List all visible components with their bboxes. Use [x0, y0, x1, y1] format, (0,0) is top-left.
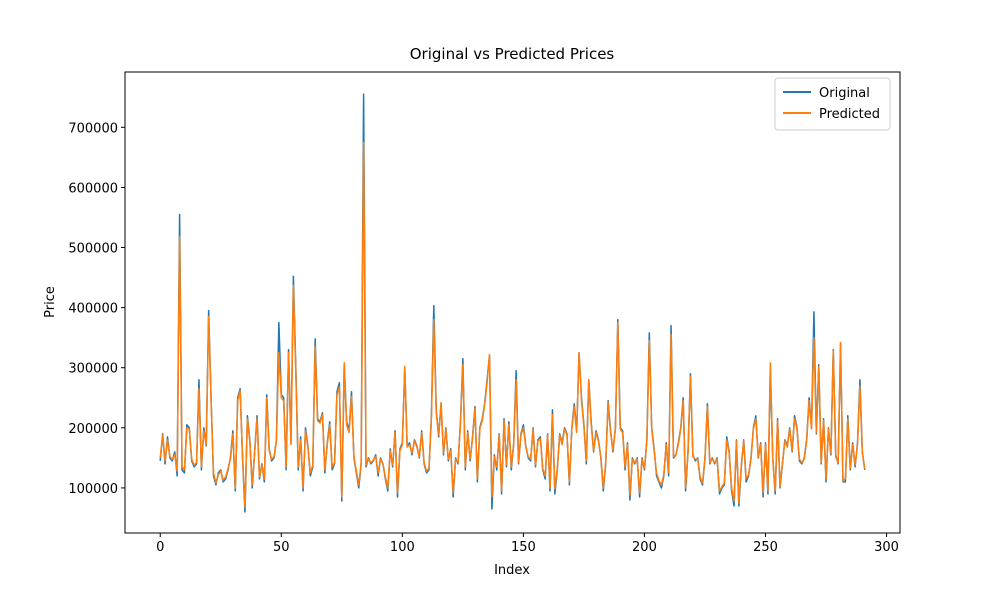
- x-axis-label: Index: [494, 563, 530, 578]
- legend-label: Predicted: [819, 107, 880, 122]
- legend: Original Predicted: [774, 77, 891, 131]
- x-tick-label: 200: [632, 540, 657, 555]
- y-axis-label: Price: [43, 286, 58, 318]
- x-tick-label: 300: [874, 540, 899, 555]
- x-tick-label: 0: [156, 540, 164, 555]
- x-tick-label: 100: [390, 540, 415, 555]
- data-line: [159, 141, 866, 508]
- plot-frame: [124, 71, 901, 534]
- x-tick-label: 150: [511, 540, 536, 555]
- y-tick-label: 700000: [68, 121, 118, 136]
- y-tick-label: 400000: [68, 302, 118, 317]
- x-tick-label: 250: [753, 540, 778, 555]
- chart-title: Original vs Predicted Prices: [410, 45, 615, 63]
- legend-label: Original: [819, 86, 870, 101]
- y-tick-label: 300000: [68, 362, 118, 377]
- y-tick-label: 100000: [68, 482, 118, 497]
- x-tick-label: 50: [273, 540, 290, 555]
- y-tick-label: 200000: [68, 422, 118, 437]
- y-tick-label: 500000: [68, 242, 118, 257]
- y-tick-label: 600000: [68, 181, 118, 196]
